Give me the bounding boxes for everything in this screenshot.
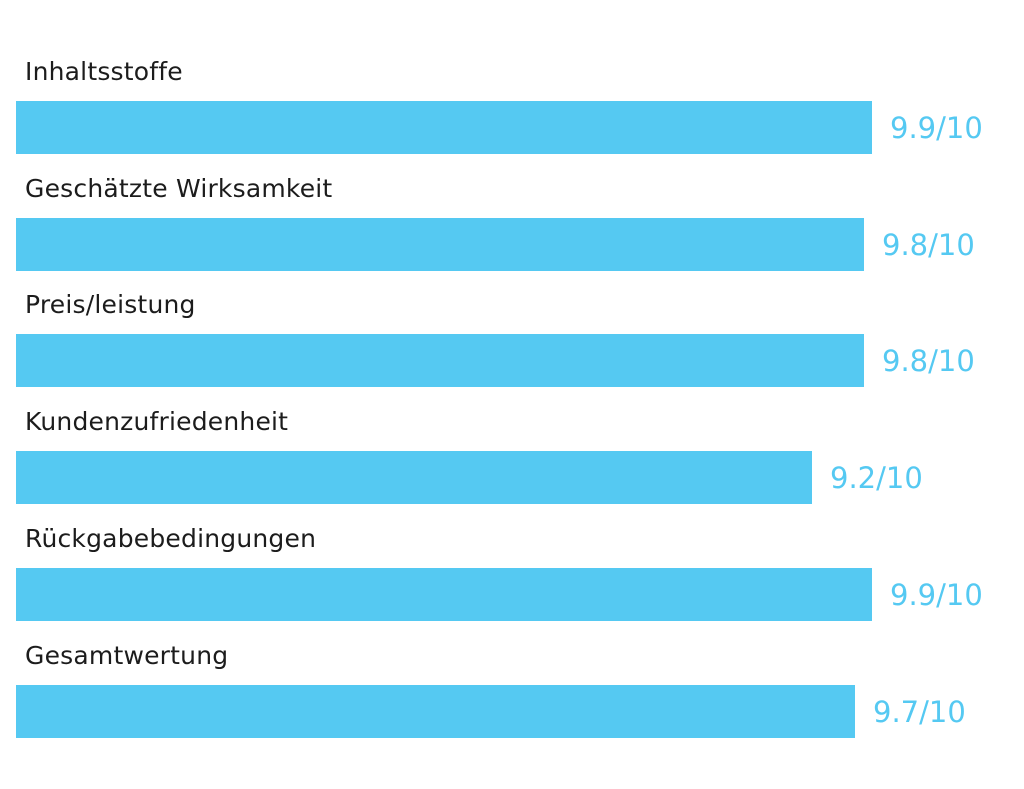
rating-bar: [16, 334, 864, 387]
category-label: Gesamtwertung: [25, 641, 229, 670]
value-label: 9.7/10: [873, 695, 966, 729]
chart-row: Geschätzte Wirksamkeit 9.8/10: [0, 174, 1024, 294]
category-label: Inhaltsstoffe: [25, 57, 183, 86]
chart-row: Preis/leistung 9.8/10: [0, 290, 1024, 410]
rating-bar: [16, 451, 812, 504]
category-label: Rückgabebedingungen: [25, 524, 317, 553]
value-label: 9.2/10: [830, 461, 923, 495]
category-label: Kundenzufriedenheit: [25, 407, 289, 436]
rating-bar: [16, 568, 872, 621]
value-label: 9.8/10: [882, 344, 975, 378]
category-label: Preis/leistung: [25, 290, 196, 319]
rating-bar: [16, 101, 872, 154]
value-label: 9.9/10: [890, 111, 983, 145]
chart-row: Gesamtwertung 9.7/10: [0, 641, 1024, 761]
chart-row: Kundenzufriedenheit 9.2/10: [0, 407, 1024, 527]
value-label: 9.8/10: [882, 228, 975, 262]
chart-row: Rückgabebedingungen 9.9/10: [0, 524, 1024, 644]
rating-bar: [16, 218, 864, 271]
chart-row: Inhaltsstoffe 9.9/10: [0, 57, 1024, 177]
value-label: 9.9/10: [890, 578, 983, 612]
category-label: Geschätzte Wirksamkeit: [25, 174, 333, 203]
rating-bar: [16, 685, 855, 738]
